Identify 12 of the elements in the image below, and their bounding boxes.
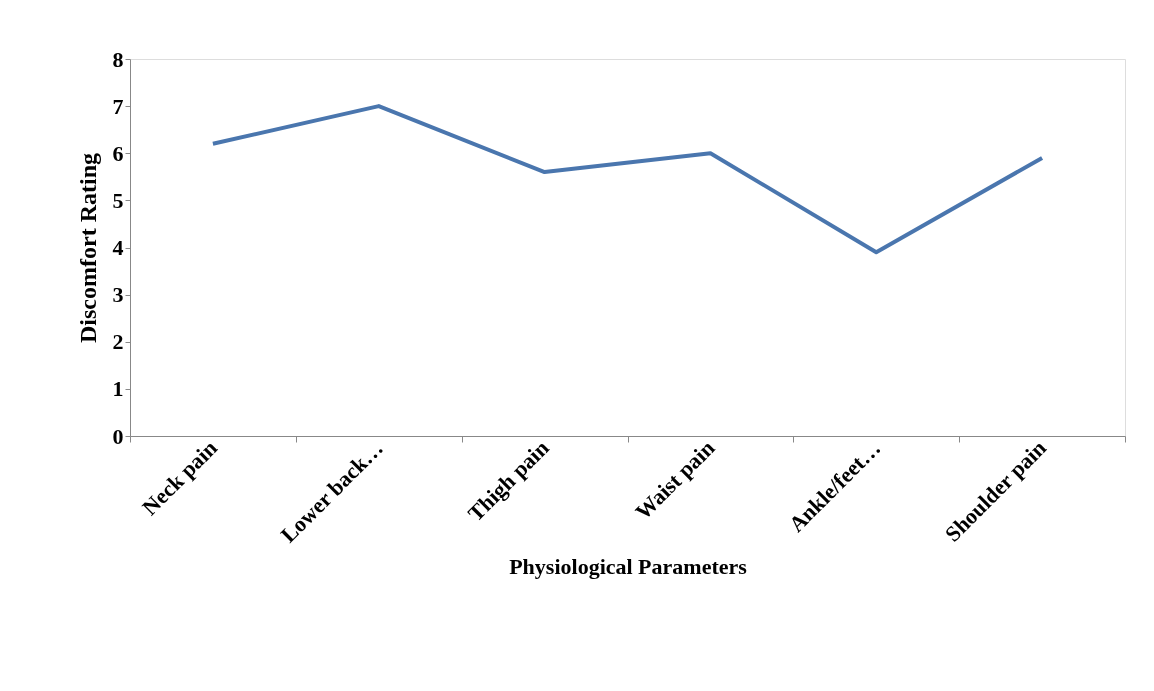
line-series: [210, 104, 1045, 255]
y-tick-label: 8: [112, 46, 124, 72]
y-tick-label: 5: [112, 187, 124, 213]
x-axis-title: Physiological Parameters: [509, 553, 748, 579]
y-axis-title: Discomfort Rating: [74, 153, 101, 343]
y-tick-label: 2: [112, 329, 124, 355]
y-tick-label: 7: [112, 93, 124, 119]
y-tick-label: 4: [112, 235, 124, 260]
y-tick-label: 6: [112, 140, 124, 166]
y-tick-label: 1: [112, 376, 124, 402]
y-tick-label: 0: [112, 423, 124, 449]
y-tick-label: 3: [112, 282, 124, 308]
